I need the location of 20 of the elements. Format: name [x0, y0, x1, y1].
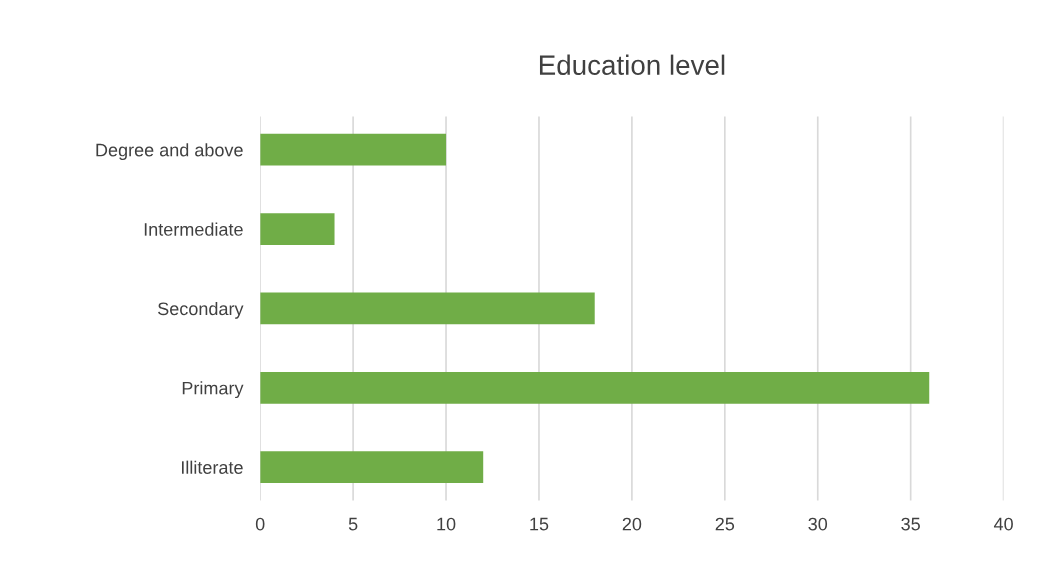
bar: [260, 213, 335, 245]
bar: [260, 292, 595, 325]
bar: [260, 133, 447, 166]
x-tick-label: 15: [530, 517, 549, 531]
y-tick-label: Degree and above: [96, 143, 243, 161]
x-tick-label: 30: [808, 517, 828, 531]
x-tick-label: 0: [255, 517, 265, 531]
x-tick-label: 35: [901, 517, 920, 531]
x-tick-label: 20: [622, 517, 642, 531]
chart-title: Education level: [539, 54, 725, 76]
x-tick-label: 10: [437, 517, 456, 531]
x-tick-label: 40: [993, 517, 1013, 531]
y-tick-label: Secondary: [158, 301, 244, 319]
bar: [260, 451, 484, 484]
x-tick-label: 25: [715, 517, 735, 531]
y-tick-label: Illiterate: [181, 460, 243, 474]
x-tick-label: 5: [348, 517, 358, 531]
y-tick-label: Primary: [182, 381, 244, 399]
bar: [260, 371, 930, 404]
y-tick-label: Intermediate: [144, 222, 243, 236]
